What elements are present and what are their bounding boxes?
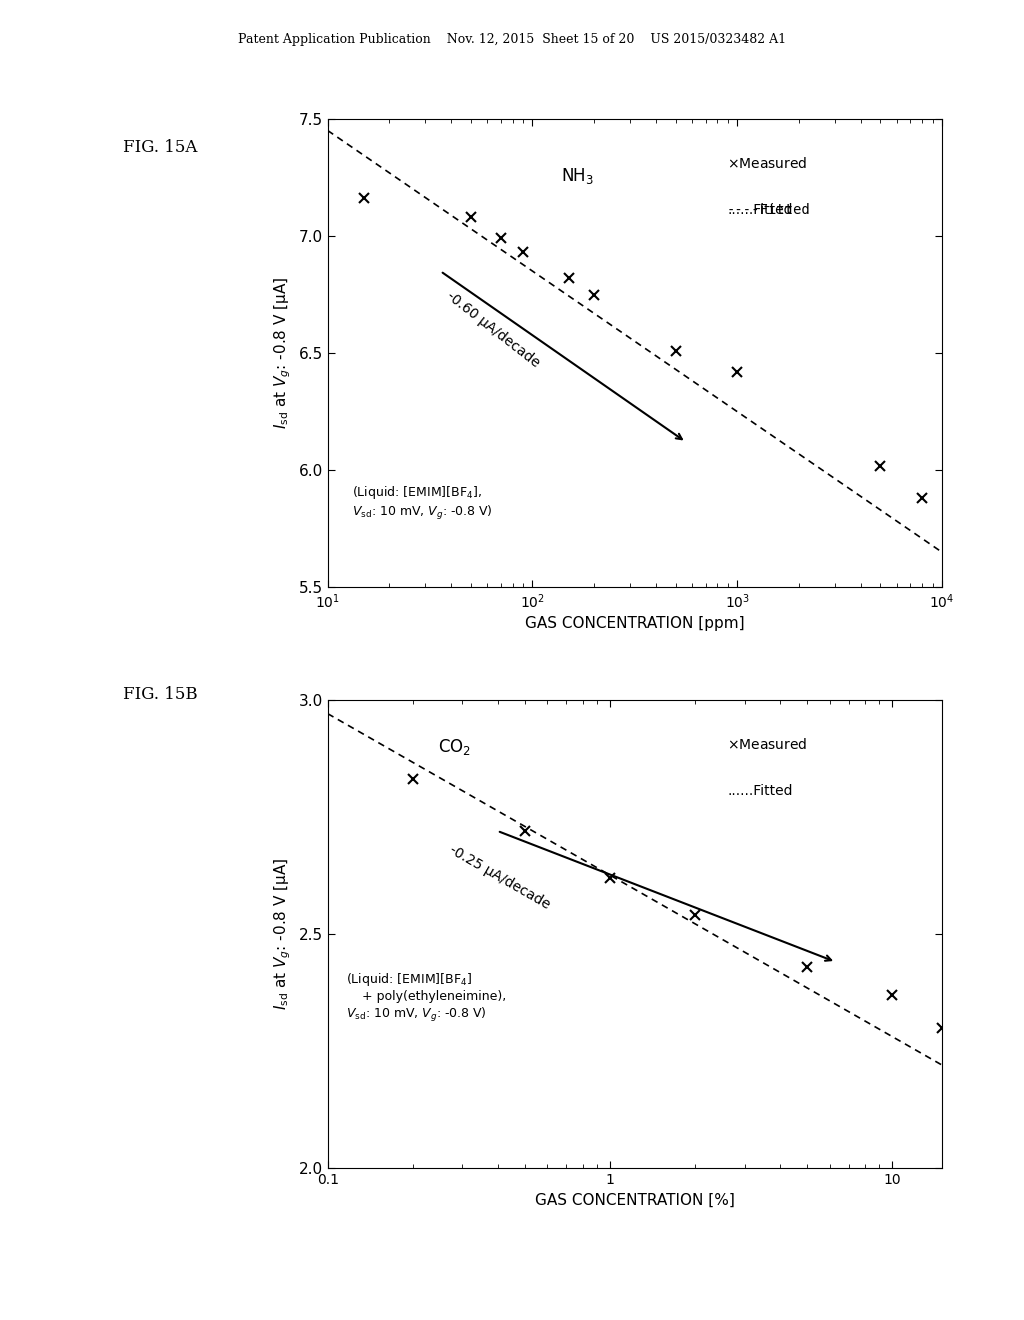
- Text: -0.25 μA/decade: -0.25 μA/decade: [446, 843, 553, 912]
- X-axis label: GAS CONCENTRATION [ppm]: GAS CONCENTRATION [ppm]: [525, 616, 744, 631]
- Text: (Liquid: [EMIM][BF$_4$],
$V_{\mathrm{sd}}$: 10 mV, $V_g$: -0.8 V): (Liquid: [EMIM][BF$_4$], $V_{\mathrm{sd}…: [352, 484, 493, 521]
- Text: NH$_3$: NH$_3$: [561, 165, 594, 186]
- Text: CO$_2$: CO$_2$: [438, 737, 471, 758]
- Text: (Liquid: [EMIM][BF$_4$]
    + poly(ethyleneimine),
$V_{\mathrm{sd}}$: 10 mV, $V_: (Liquid: [EMIM][BF$_4$] + poly(ethylenei…: [346, 972, 506, 1024]
- Text: $\times$Measured: $\times$Measured: [727, 737, 808, 752]
- Text: ----Fitted: ----Fitted: [727, 203, 811, 218]
- Y-axis label: $I_{\mathrm{sd}}$ at $V_g$: -0.8 V [μA]: $I_{\mathrm{sd}}$ at $V_g$: -0.8 V [μA]: [272, 277, 293, 429]
- Text: Patent Application Publication    Nov. 12, 2015  Sheet 15 of 20    US 2015/03234: Patent Application Publication Nov. 12, …: [238, 33, 786, 46]
- Text: $\times$Measured: $\times$Measured: [727, 156, 808, 172]
- Y-axis label: $I_{\mathrm{sd}}$ at $V_g$: -0.8 V [μA]: $I_{\mathrm{sd}}$ at $V_g$: -0.8 V [μA]: [272, 858, 293, 1010]
- Text: ......Fitted: ......Fitted: [727, 203, 793, 218]
- Text: ......Fitted: ......Fitted: [727, 784, 793, 799]
- Text: FIG. 15A: FIG. 15A: [123, 139, 198, 156]
- Text: -0.60 μA/decade: -0.60 μA/decade: [444, 289, 543, 370]
- X-axis label: GAS CONCENTRATION [%]: GAS CONCENTRATION [%]: [535, 1192, 735, 1208]
- Text: FIG. 15B: FIG. 15B: [123, 686, 198, 704]
